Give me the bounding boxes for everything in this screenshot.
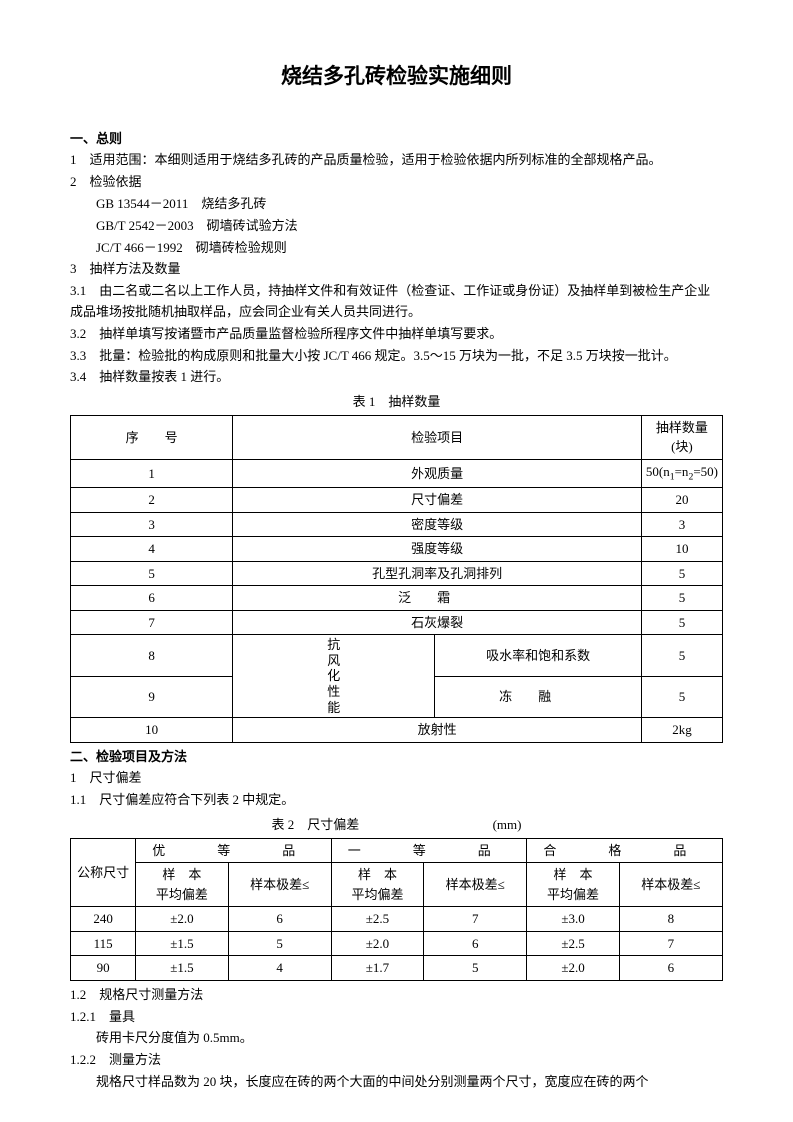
para-s2-11: 1.1 尺寸偏差应符合下列表 2 中规定。 (70, 790, 723, 811)
table-cell: 3 (71, 512, 233, 537)
table-cell: 5 (641, 635, 722, 676)
table-cell: 20 (641, 488, 722, 513)
table-cell: ±2.0 (527, 956, 619, 981)
table-cell: 放射性 (233, 718, 642, 743)
t2-h-g1-text: 优 等 品 (152, 843, 315, 858)
table-cell: 6 (424, 931, 527, 956)
table-cell: 8 (71, 635, 233, 676)
table-cell: 5 (641, 676, 722, 717)
table-cell: 90 (71, 956, 136, 981)
table-cell: 6 (619, 956, 722, 981)
table-cell: 5 (641, 561, 722, 586)
table-cell: 密度等级 (233, 512, 642, 537)
table2-caption: 表 2 尺寸偏差 (mm) (70, 815, 723, 836)
table-cell: ±1.5 (136, 931, 228, 956)
table-cell: 2kg (641, 718, 722, 743)
t1-h3: 抽样数量(块) (641, 415, 722, 459)
t2-subhead: 样 本平均偏差 (527, 863, 619, 907)
table-cell: 240 (71, 907, 136, 932)
t2-subhead: 样 本平均偏差 (331, 863, 423, 907)
section-1-head: 一、总则 (70, 129, 723, 150)
para-1: 1 适用范围：本细则适用于烧结多孔砖的产品质量检验，适用于检验依据内所列标准的全… (70, 150, 723, 171)
table-cell: 泛霜 (233, 586, 642, 611)
para-32: 3.2 抽样单填写按诸暨市产品质量监督检验所程序文件中抽样单填写要求。 (70, 324, 723, 345)
table-cell: 50(n1=n2=50) (641, 459, 722, 487)
table-cell: 冻融 (435, 676, 642, 717)
para-2b: GB/T 2542－2003 砌墙砖试验方法 (70, 216, 723, 237)
table-cell: 7 (424, 907, 527, 932)
table-cell: 4 (71, 537, 233, 562)
para-s2-1: 1 尺寸偏差 (70, 768, 723, 789)
table-cell: 5 (424, 956, 527, 981)
t2-h-dim: 公称尺寸 (71, 838, 136, 907)
table2-caption-left: 表 2 尺寸偏差 (272, 817, 360, 832)
table-cell: ±2.5 (331, 907, 423, 932)
table-cell: ±3.0 (527, 907, 619, 932)
para-34: 3.4 抽样数量按表 1 进行。 (70, 367, 723, 388)
t1-h1: 序 号 (71, 415, 233, 459)
table-cell: 石灰爆裂 (233, 610, 642, 635)
table-cell: 6 (228, 907, 331, 932)
table-cell: 强度等级 (233, 537, 642, 562)
t2-subhead: 样本极差≤ (424, 863, 527, 907)
table-cell: 7 (619, 931, 722, 956)
table-cell: ±2.0 (331, 931, 423, 956)
table-cell: 4 (228, 956, 331, 981)
para-121: 1.2.1 量具 (70, 1007, 723, 1028)
table-cell: 3 (641, 512, 722, 537)
table-cell: 5 (641, 586, 722, 611)
section-2-head: 二、检验项目及方法 (70, 747, 723, 768)
t2-h-g3: 合 格 品 (527, 838, 723, 863)
para-2a: GB 13544－2011 烧结多孔砖 (70, 194, 723, 215)
t2-h-g3-text: 合 格 品 (543, 843, 706, 858)
t2-h-g1: 优 等 品 (136, 838, 332, 863)
table-cell: 115 (71, 931, 136, 956)
table-cell: ±2.0 (136, 907, 228, 932)
table-cell: 10 (71, 718, 233, 743)
para-2c: JC/T 466－1992 砌墙砖检验规则 (70, 238, 723, 259)
t2-subhead: 样本极差≤ (228, 863, 331, 907)
table-cell: ±2.5 (527, 931, 619, 956)
table-cell: 外观质量 (233, 459, 642, 487)
table-cell: 10 (641, 537, 722, 562)
table-cell: 8 (619, 907, 722, 932)
para-33: 3.3 批量：检验批的构成原则和批量大小按 JC/T 466 规定。3.5～15… (70, 346, 723, 367)
t2-subhead: 样本极差≤ (619, 863, 722, 907)
t1-h2: 检验项目 (233, 415, 642, 459)
table-cell: 5 (71, 561, 233, 586)
table-cell: 5 (641, 610, 722, 635)
t1-group-vert: 抗风化性能 (233, 635, 435, 718)
table-cell: 2 (71, 488, 233, 513)
table-cell: 吸水率和饱和系数 (435, 635, 642, 676)
t2-h-g2: 一 等 品 (331, 838, 527, 863)
table-cell: ±1.5 (136, 956, 228, 981)
para-31: 3.1 由二名或二名以上工作人员，持抽样文件和有效证件（检查证、工作证或身份证）… (70, 281, 723, 323)
table-cell: 5 (228, 931, 331, 956)
table-2: 公称尺寸 优 等 品 一 等 品 合 格 品 样 本平均偏差样本极差≤样 本平均… (70, 838, 723, 981)
para-122: 1.2.2 测量方法 (70, 1050, 723, 1071)
para-12: 1.2 规格尺寸测量方法 (70, 985, 723, 1006)
para-122a: 规格尺寸样品数为 20 块，长度应在砖的两个大面的中间处分别测量两个尺寸，宽度应… (70, 1072, 723, 1093)
table-cell: 尺寸偏差 (233, 488, 642, 513)
para-3: 3 抽样方法及数量 (70, 259, 723, 280)
table-cell: 9 (71, 676, 233, 717)
table-1: 序 号检验项目抽样数量(块)1外观质量50(n1=n2=50)2尺寸偏差203密… (70, 415, 723, 743)
table-cell: 孔型孔洞率及孔洞排列 (233, 561, 642, 586)
para-121a: 砖用卡尺分度值为 0.5mm。 (70, 1028, 723, 1049)
table-cell: 1 (71, 459, 233, 487)
table-cell: 6 (71, 586, 233, 611)
table1-caption: 表 1 抽样数量 (70, 392, 723, 413)
page-title: 烧结多孔砖检验实施细则 (70, 60, 723, 94)
table2-caption-unit: (mm) (493, 815, 522, 836)
t2-h-g2-text: 一 等 品 (348, 843, 511, 858)
table-cell: ±1.7 (331, 956, 423, 981)
t2-subhead: 样 本平均偏差 (136, 863, 228, 907)
table-cell: 7 (71, 610, 233, 635)
para-2: 2 检验依据 (70, 172, 723, 193)
